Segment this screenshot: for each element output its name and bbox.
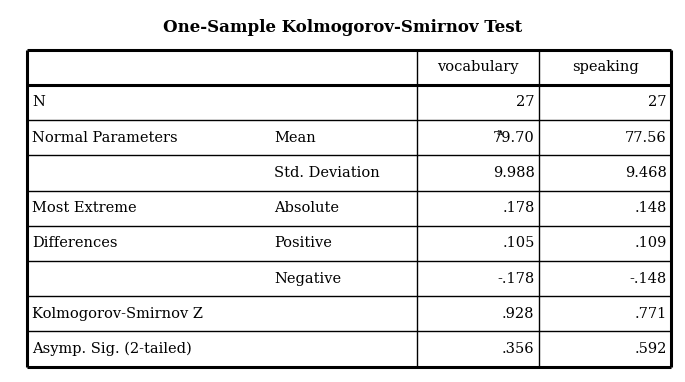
- Text: a: a: [497, 128, 503, 137]
- Text: .105: .105: [502, 236, 534, 251]
- Text: .109: .109: [634, 236, 667, 251]
- Text: -.148: -.148: [630, 272, 667, 286]
- Text: 27: 27: [648, 96, 667, 110]
- Text: Kolmogorov-Smirnov Z: Kolmogorov-Smirnov Z: [32, 307, 203, 321]
- Text: Most Extreme: Most Extreme: [32, 201, 137, 215]
- Text: N: N: [32, 96, 45, 110]
- Text: .356: .356: [502, 342, 534, 356]
- Text: vocabulary: vocabulary: [438, 60, 519, 74]
- Text: .771: .771: [634, 307, 667, 321]
- Text: 9.988: 9.988: [493, 166, 534, 180]
- Text: .178: .178: [502, 201, 534, 215]
- Text: One-Sample Kolmogorov-Smirnov Test: One-Sample Kolmogorov-Smirnov Test: [163, 19, 522, 36]
- Text: -.178: -.178: [497, 272, 534, 286]
- Text: Asymp. Sig. (2-tailed): Asymp. Sig. (2-tailed): [32, 342, 192, 356]
- Text: 27: 27: [516, 96, 534, 110]
- Text: .148: .148: [634, 201, 667, 215]
- Text: Std. Deviation: Std. Deviation: [274, 166, 380, 180]
- Text: .592: .592: [634, 342, 667, 356]
- Text: speaking: speaking: [572, 60, 638, 74]
- Text: Absolute: Absolute: [274, 201, 339, 215]
- Text: Negative: Negative: [274, 272, 341, 286]
- Text: 77.56: 77.56: [625, 131, 667, 145]
- Text: 9.468: 9.468: [625, 166, 667, 180]
- Text: 79.70: 79.70: [493, 131, 534, 145]
- Text: Normal Parameters: Normal Parameters: [32, 131, 178, 145]
- Text: Positive: Positive: [274, 236, 332, 251]
- Text: Differences: Differences: [32, 236, 118, 251]
- Text: .928: .928: [502, 307, 534, 321]
- Text: Mean: Mean: [274, 131, 316, 145]
